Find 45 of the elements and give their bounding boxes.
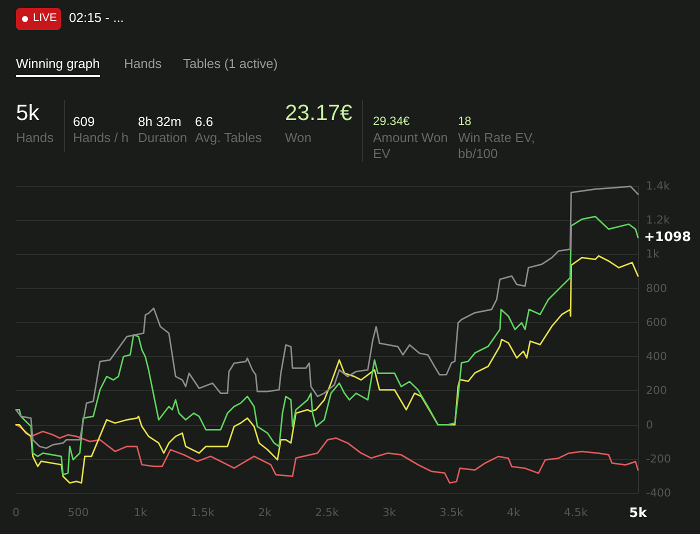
line-series: [15, 255, 639, 484]
text: Hands: [124, 56, 162, 71]
y-tick-label: 200: [646, 384, 667, 398]
x-tick-label: 4.5k: [564, 506, 588, 519]
y-tick-label: 1k: [646, 248, 660, 261]
text: LIVE: [33, 12, 57, 24]
y-tick-label: -200: [646, 452, 671, 466]
y-tick-label: 0: [646, 418, 653, 432]
text: Winning graph: [16, 56, 100, 77]
text: Amount Won EV: [373, 130, 449, 162]
text: Avg. Tables: [195, 130, 262, 145]
text: Hands / h: [73, 130, 129, 145]
text: Won: [285, 130, 312, 145]
x-tick-label: 1k: [134, 506, 148, 519]
x-tick-label: 2k: [258, 506, 272, 519]
y-tick-label: 400: [646, 350, 667, 364]
x-tick-label: 500: [68, 506, 89, 519]
x-tick-label: 5k: [629, 506, 648, 521]
x-tick-label: 3k: [382, 506, 397, 519]
x-tick-label: 3.5k: [439, 506, 464, 519]
x-tick-label: 0: [12, 506, 20, 519]
text: Duration: [138, 130, 188, 145]
annotation: +1098: [644, 230, 692, 246]
text: Hands: [16, 130, 54, 145]
text: Win Rate EV, bb/100: [458, 130, 536, 162]
text: 29.34€: [373, 114, 410, 128]
x-tick-label: 4k: [506, 506, 521, 519]
y-tick-label: 600: [646, 316, 667, 329]
x-tick-label: 1.5k: [190, 506, 216, 519]
text: 8h 32m: [138, 114, 182, 129]
y-tick-label: -400: [646, 486, 671, 500]
text: 02:15 - ...: [69, 10, 124, 25]
y-tick-label: 1.2k: [646, 214, 670, 227]
line-series: [15, 216, 639, 476]
text: Tables (1 active): [183, 56, 278, 71]
x-tick-label: 2.5k: [315, 506, 340, 519]
text: 5k: [16, 100, 40, 126]
y-tick-label: 1.4k: [646, 180, 670, 192]
text: 18: [458, 114, 472, 128]
text: 6.6: [195, 114, 214, 129]
line-series: [15, 424, 639, 484]
y-tick-label: 800: [646, 282, 667, 295]
text: 609: [73, 114, 95, 129]
line-series: [15, 186, 639, 449]
text: 23.17€: [285, 100, 352, 126]
